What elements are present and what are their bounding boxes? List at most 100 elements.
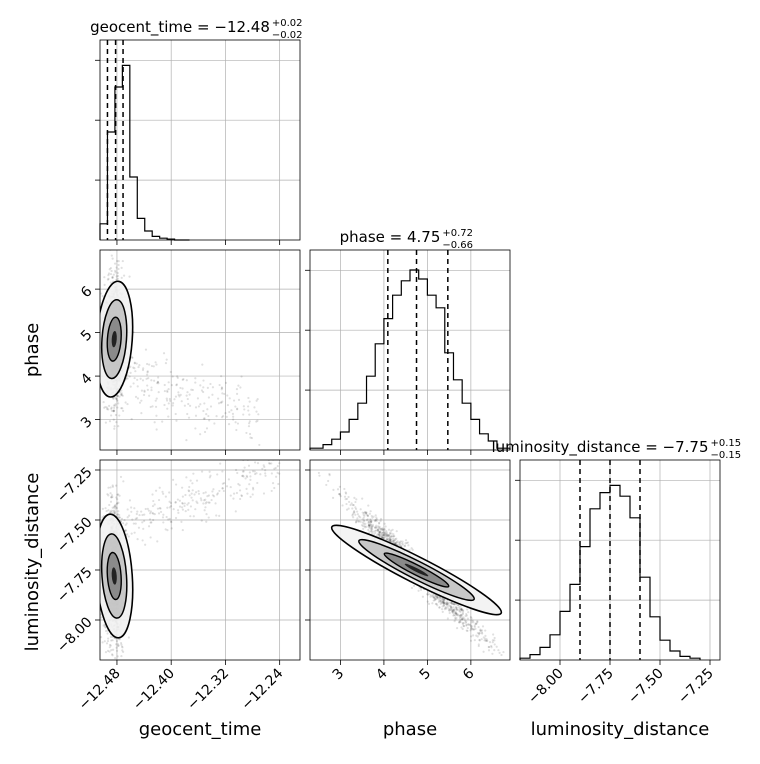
scatter-point	[394, 542, 397, 545]
scatter-point	[367, 522, 370, 525]
scatter-point	[220, 387, 224, 390]
scatter-point	[248, 432, 252, 436]
scatter-point	[231, 412, 235, 415]
scatter-point	[188, 393, 191, 396]
scatter-point	[122, 274, 126, 277]
scatter-point	[128, 275, 131, 278]
scatter-point	[361, 511, 364, 514]
scatter-point	[328, 472, 331, 476]
scatter-point	[111, 276, 114, 279]
scatter-point	[192, 515, 195, 518]
scatter-point	[274, 466, 277, 470]
scatter-point	[393, 542, 397, 545]
scatter-point	[456, 614, 459, 617]
scatter-point	[120, 266, 123, 269]
scatter-point	[451, 610, 454, 613]
scatter-point	[444, 607, 447, 610]
scatter-point	[170, 520, 173, 524]
scatter-point	[189, 479, 192, 482]
scatter-point	[139, 377, 142, 380]
scatter-point	[124, 523, 127, 527]
scatter-point	[204, 491, 207, 494]
scatter-point	[189, 404, 192, 407]
scatter-point	[264, 469, 267, 472]
scatter-point	[116, 271, 119, 275]
scatter-point	[121, 646, 124, 649]
scatter-point	[449, 606, 453, 610]
scatter-point	[388, 536, 391, 539]
scatter-point	[454, 612, 457, 615]
scatter-point	[492, 633, 495, 636]
scatter-point	[234, 421, 237, 424]
scatter-point	[220, 375, 223, 378]
scatter-point	[455, 608, 458, 611]
scatter-point	[366, 515, 370, 518]
scatter-point	[109, 510, 112, 513]
scatter-point	[122, 409, 125, 412]
scatter-point	[136, 538, 139, 541]
scatter-point	[114, 506, 117, 509]
scatter-point	[364, 511, 367, 514]
scatter-point	[200, 499, 203, 502]
scatter-point	[175, 383, 178, 386]
scatter-point	[156, 381, 159, 385]
scatter-point	[369, 524, 373, 527]
scatter-point	[149, 510, 152, 513]
scatter-point	[391, 539, 395, 542]
scatter-point	[270, 462, 273, 465]
scatter-point	[268, 462, 272, 465]
contour-core	[111, 331, 117, 348]
scatter-point	[156, 380, 160, 384]
scatter-point	[136, 397, 140, 400]
scatter-point	[180, 506, 184, 509]
scatter-point	[434, 598, 437, 601]
scatter-point	[377, 528, 380, 531]
scatter-point	[445, 601, 448, 604]
scatter-point	[383, 531, 386, 535]
scatter-point	[367, 524, 370, 527]
scatter-point	[109, 486, 112, 489]
scatter-point	[211, 494, 215, 497]
scatter-point	[200, 389, 204, 392]
scatter-point	[378, 531, 381, 534]
scatter-point	[112, 409, 115, 412]
title-plus: +0.02	[272, 18, 303, 29]
scatter-point	[131, 518, 134, 521]
scatter-point	[171, 404, 174, 407]
scatter-point	[106, 278, 110, 281]
scatter-point	[116, 643, 120, 646]
scatter-point	[110, 511, 113, 514]
scatter-point	[378, 530, 381, 534]
scatter-point	[208, 470, 211, 473]
scatter-point	[371, 523, 374, 526]
scatter-point	[390, 532, 393, 535]
scatter-point	[477, 643, 480, 646]
scatter-point	[467, 623, 470, 626]
scatter-point	[453, 602, 456, 605]
scatter-point	[372, 530, 375, 533]
scatter-point	[165, 515, 168, 519]
scatter-point	[417, 589, 420, 592]
scatter-point	[381, 528, 384, 531]
scatter-point	[470, 619, 473, 622]
scatter-point	[247, 396, 250, 400]
scatter-point	[361, 497, 364, 500]
scatter-point	[443, 601, 446, 604]
scatter-point	[476, 631, 479, 635]
scatter-point	[351, 507, 354, 510]
scatter-point	[368, 525, 371, 528]
scatter-point	[238, 489, 242, 492]
scatter-point	[189, 505, 193, 508]
scatter-point	[120, 517, 124, 520]
scatter-point	[441, 605, 444, 608]
scatter-point	[375, 534, 378, 537]
scatter-point	[197, 492, 201, 495]
scatter-point	[130, 532, 133, 535]
scatter-point	[377, 528, 380, 531]
scatter-point	[194, 381, 197, 384]
scatter-point	[183, 404, 186, 407]
scatter-point	[458, 614, 462, 618]
scatter-point	[124, 401, 127, 404]
scatter-luminosity_distance-vs-geocent_time-bg	[100, 460, 300, 660]
scatter-point	[450, 607, 453, 610]
